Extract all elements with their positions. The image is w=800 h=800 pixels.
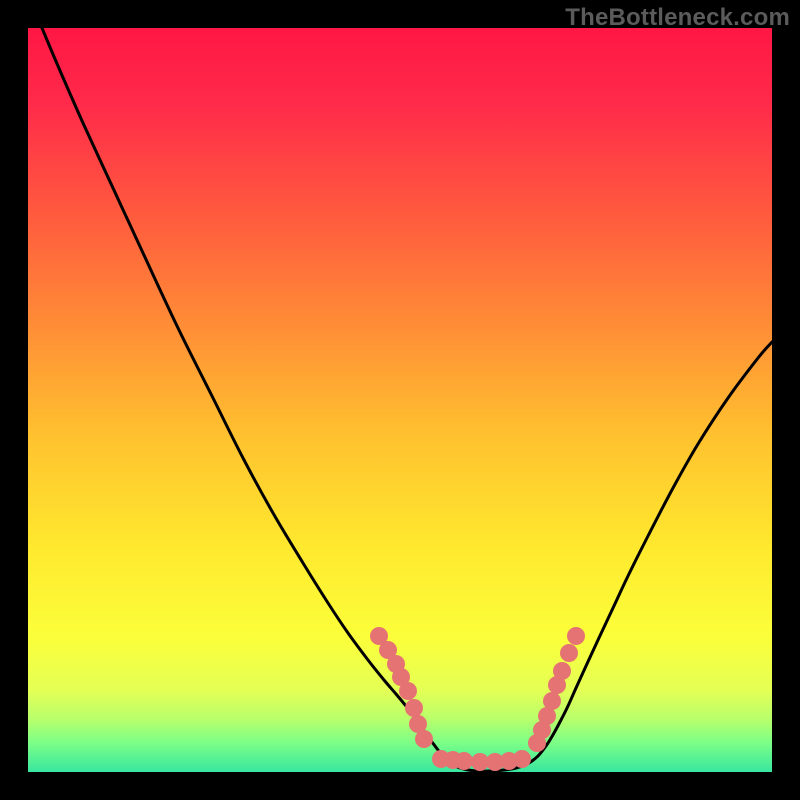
marker-group-left	[370, 627, 433, 748]
data-point	[455, 752, 473, 770]
plot-area	[28, 28, 772, 772]
data-point	[399, 682, 417, 700]
data-point	[405, 699, 423, 717]
data-point	[543, 692, 561, 710]
data-point	[553, 662, 571, 680]
chart-frame: TheBottleneck.com	[0, 0, 800, 800]
data-point	[560, 644, 578, 662]
data-point	[513, 750, 531, 768]
watermark-text: TheBottleneck.com	[565, 4, 790, 32]
bottleneck-curve	[42, 28, 772, 771]
data-point	[415, 730, 433, 748]
chart-svg	[28, 28, 772, 772]
data-point	[567, 627, 585, 645]
